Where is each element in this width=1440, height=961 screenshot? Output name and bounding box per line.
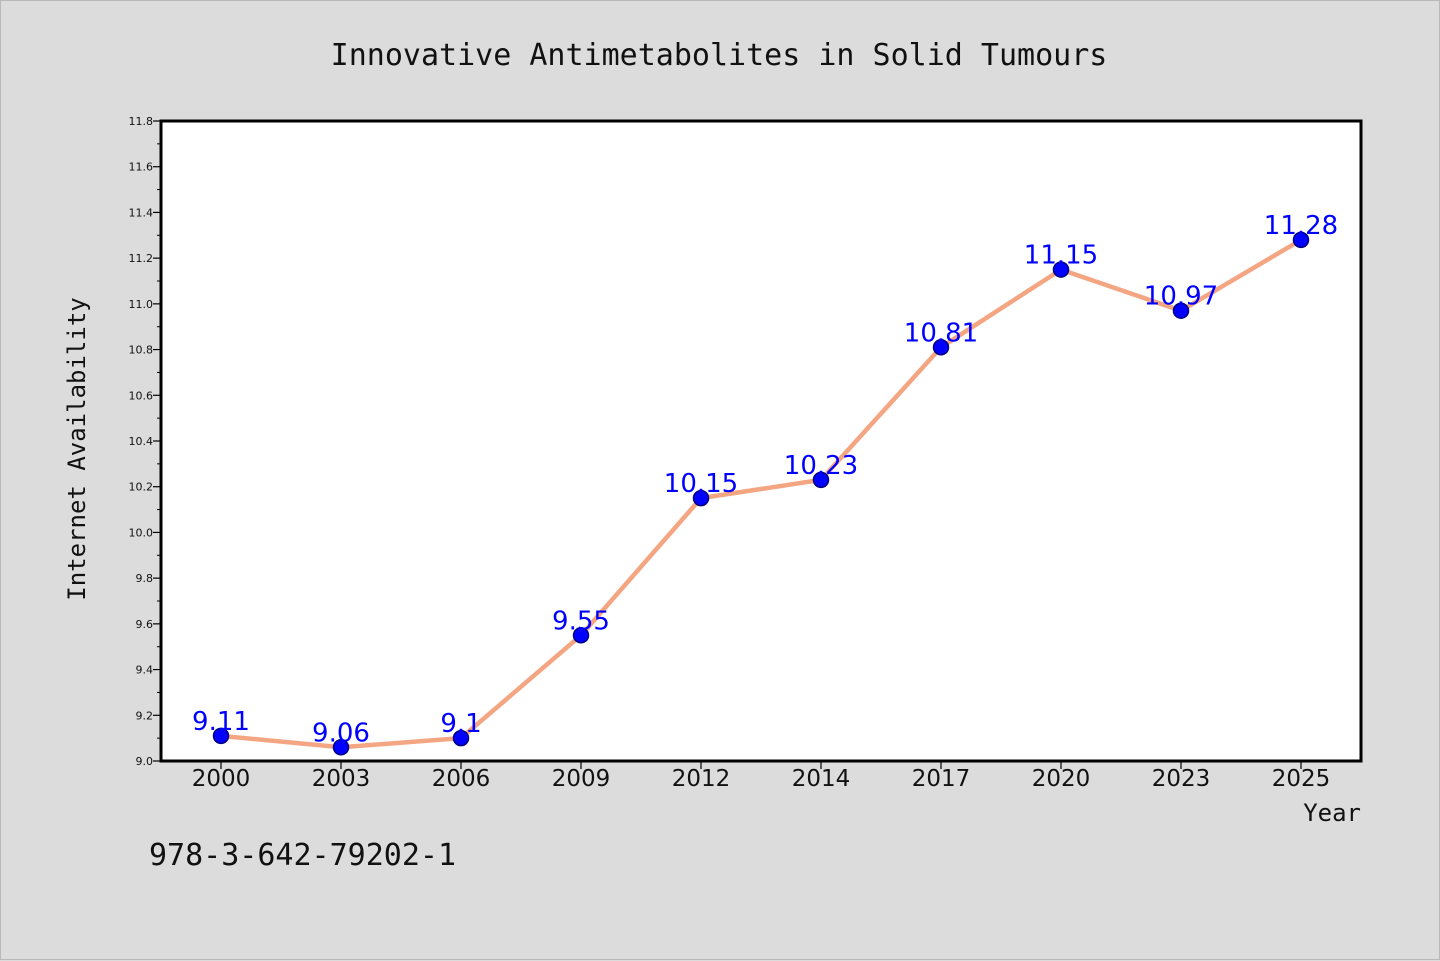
y-tick-label: 10.4 [129,435,154,448]
y-tick-label: 9.0 [136,755,154,768]
x-axis: 2000 2003 2006 2009 2012 2014 2017 2020 2023 2025 [192,761,1331,792]
y-tick-label: 9.6 [136,618,154,631]
plot-area [161,121,1361,761]
x-tick-label: 2017 [912,766,971,792]
x-tick-label: 2009 [552,766,611,792]
chart-title: Innovative Antimetabolites in Solid Tumo… [331,38,1108,73]
isbn-footnote: 978-3-642-79202-1 [149,838,456,873]
data-label: 10.81 [904,318,978,348]
data-point-marker [332,739,350,756]
data-label: 9.11 [192,707,250,737]
data-label: 10.97 [1144,282,1218,312]
y-tick-label: 11.0 [129,298,154,311]
data-point-marker [1172,302,1190,319]
data-point-marker [1052,261,1070,278]
y-tick-label: 9.2 [136,709,154,722]
data-point-marker [1292,231,1310,249]
x-tick-label: 2023 [1152,766,1211,792]
data-label: 9.06 [312,718,370,748]
y-tick-label: 11.4 [129,206,154,219]
data-label: 9.1 [440,709,481,739]
x-tick-label: 2020 [1032,766,1091,792]
x-tick-label: 2012 [672,766,731,792]
x-tick-label: 2000 [192,766,251,792]
y-tick-label: 11.6 [129,161,154,174]
y-tick-label: 9.4 [136,664,154,677]
x-tick-label: 2025 [1272,766,1331,792]
data-point-marker [932,339,950,356]
data-label: 10.23 [784,451,858,481]
x-axis-label: Year [1303,799,1361,827]
data-label: 10.15 [664,469,738,499]
plot-frame [159,119,1363,763]
y-tick-label: 10.0 [129,526,154,539]
y-tick-label: 10.2 [129,481,154,494]
y-axis: 9.0 9.2 9.4 9.6 9.8 10.0 10.2 10.4 10.6 10.8 11.0 1… [129,115,161,768]
data-point-marker [572,627,590,644]
data-point-marker [692,489,710,507]
x-tick-label: 2003 [312,766,371,792]
y-tick-label: 11.8 [129,115,154,128]
data-point-marker [812,471,830,489]
y-tick-label: 10.8 [129,344,154,357]
y-axis-label: Internet Availability [63,297,91,600]
x-tick-label: 2006 [432,766,491,792]
y-tick-label: 10.6 [129,389,154,402]
data-label: 11.28 [1264,211,1338,241]
series-line [220,237,1303,750]
data-point-marker [452,729,470,747]
data-point-marker [212,727,230,745]
data-labels: 9.11 9.06 9.1 9.55 10.15 10.23 10.81 11.15 10.97… [192,211,1338,748]
y-tick-label: 11.2 [129,252,154,265]
data-label: 11.15 [1024,241,1098,271]
data-label: 9.55 [552,606,610,636]
x-tick-label: 2014 [792,766,851,792]
series-markers [212,231,1310,756]
y-tick-label: 9.8 [136,572,154,585]
